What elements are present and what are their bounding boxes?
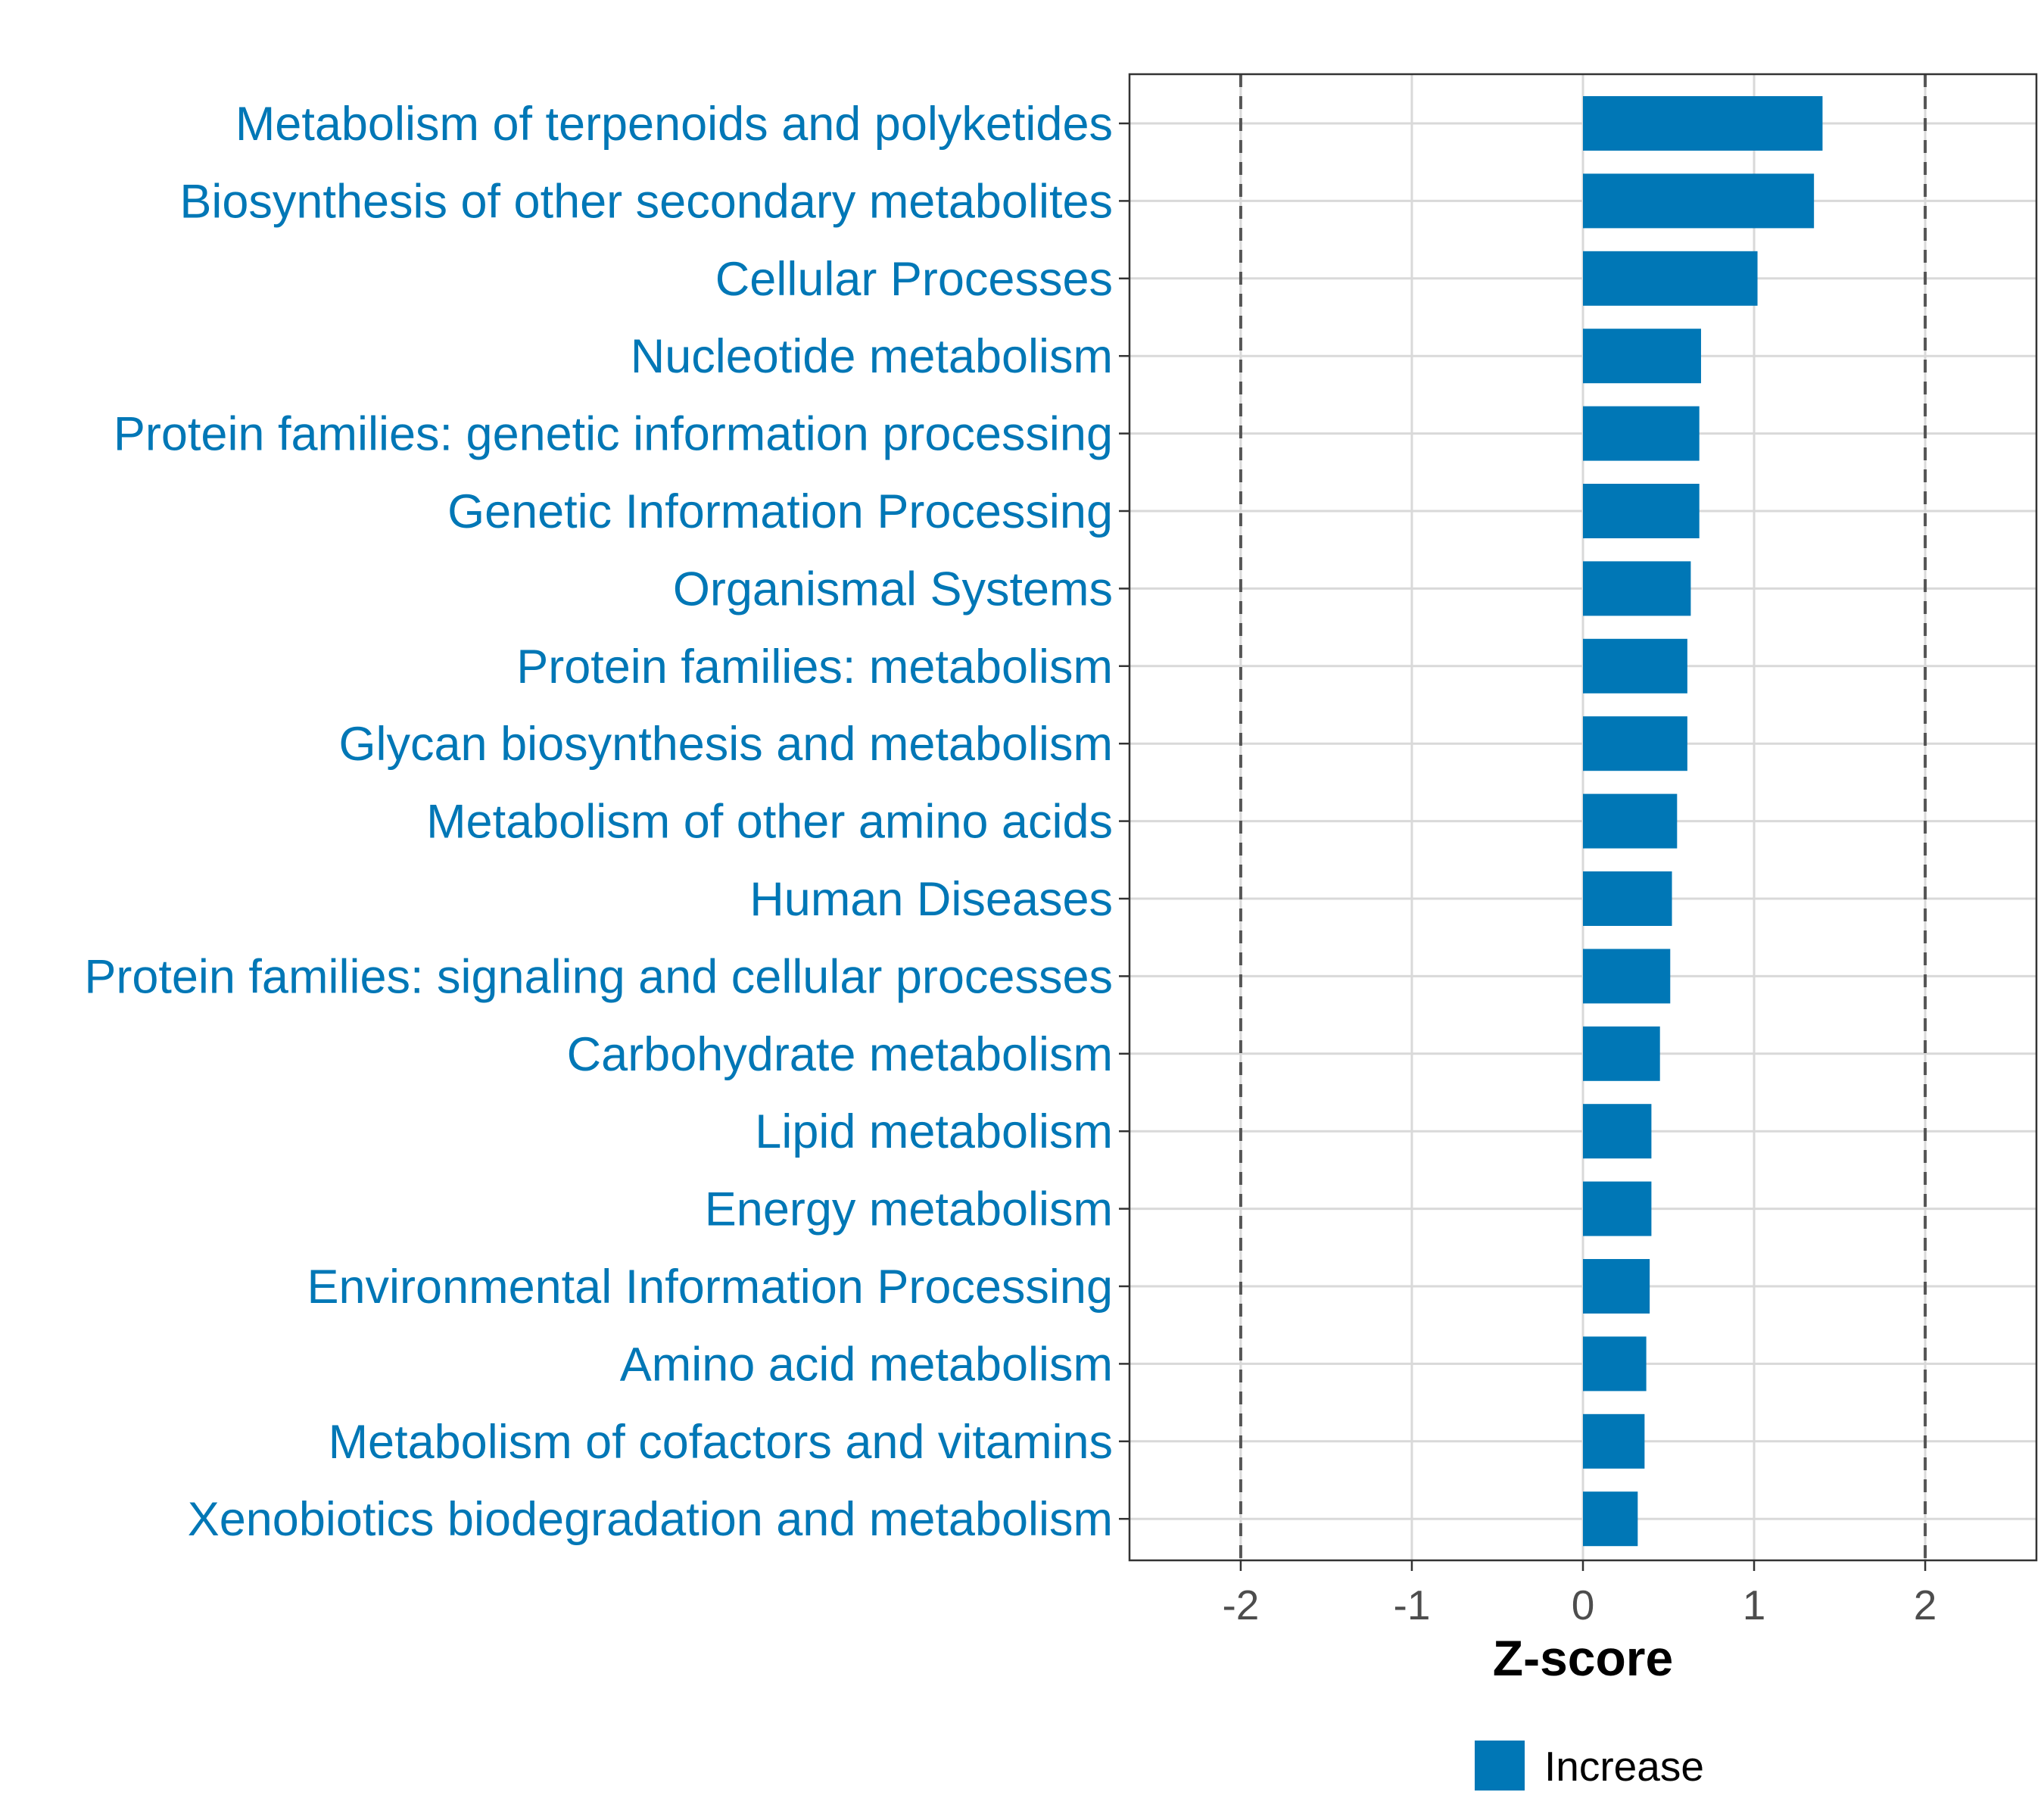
x-tick-label-2: 0 [1572, 1582, 1595, 1628]
bar-14 [1583, 1181, 1652, 1236]
category-label-6: Organismal Systems [673, 563, 1113, 616]
category-label-15: Environmental Information Processing [307, 1261, 1113, 1314]
category-label-12: Carbohydrate metabolism [567, 1028, 1113, 1081]
category-label-2: Cellular Processes [715, 253, 1113, 306]
bar-18 [1583, 1491, 1638, 1547]
category-label-11: Protein families: signaling and cellular… [84, 950, 1113, 1003]
x-tick-labels: -2 -1 0 1 2 [1222, 1582, 1937, 1628]
category-label-0: Metabolism of terpenoids and polyketides [235, 98, 1113, 151]
bar-4 [1583, 406, 1700, 461]
category-label-10: Human Diseases [749, 873, 1113, 926]
bar-8 [1583, 716, 1687, 771]
bar-15 [1583, 1259, 1650, 1314]
x-tick-label-0: -2 [1222, 1582, 1259, 1628]
category-label-9: Metabolism of other amino acids [426, 796, 1113, 849]
category-label-18: Xenobiotics biodegradation and metabolis… [188, 1493, 1113, 1546]
category-label-14: Energy metabolism [705, 1183, 1113, 1236]
x-axis-ticks [1239, 1560, 1927, 1571]
bars [1583, 96, 1823, 1547]
bar-6 [1583, 561, 1691, 616]
reference-lines [1239, 74, 1927, 1560]
bar-10 [1583, 871, 1672, 926]
category-label-17: Metabolism of cofactors and vitamins [329, 1416, 1113, 1469]
x-tick-label-3: 1 [1743, 1582, 1766, 1628]
bar-17 [1583, 1413, 1645, 1469]
category-label-3: Nucleotide metabolism [631, 330, 1113, 383]
x-tick-label-1: -1 [1394, 1582, 1431, 1628]
category-label-1: Biosynthesis of other secondary metaboli… [179, 175, 1113, 228]
category-label-8: Glycan biosynthesis and metabolism [339, 718, 1114, 771]
legend-swatch-increase [1475, 1741, 1525, 1791]
bar-3 [1583, 329, 1701, 384]
legend: Increase [1475, 1741, 1704, 1791]
category-label-7: Protein families: metabolism [516, 640, 1113, 693]
category-label-5: Genetic Information Processing [447, 485, 1113, 538]
bar-9 [1583, 793, 1678, 849]
legend-label-increase: Increase [1544, 1743, 1704, 1790]
bar-12 [1583, 1026, 1660, 1081]
category-label-13: Lipid metabolism [755, 1105, 1113, 1158]
y-axis-ticks [1119, 122, 1129, 1520]
bar-2 [1583, 251, 1758, 306]
bar-7 [1583, 638, 1687, 693]
category-label-4: Protein families: genetic information pr… [114, 408, 1113, 461]
bar-13 [1583, 1104, 1652, 1159]
x-tick-label-4: 2 [1914, 1582, 1937, 1628]
bar-5 [1583, 484, 1700, 538]
bar-11 [1583, 949, 1671, 1004]
bar-0 [1583, 96, 1823, 151]
x-axis-title: Z-score [1493, 1630, 1673, 1686]
category-labels: Metabolism of terpenoids and polyketides… [84, 98, 1113, 1546]
bar-16 [1583, 1336, 1647, 1392]
bar-1 [1583, 173, 1815, 229]
category-label-16: Amino acid metabolism [620, 1338, 1113, 1391]
